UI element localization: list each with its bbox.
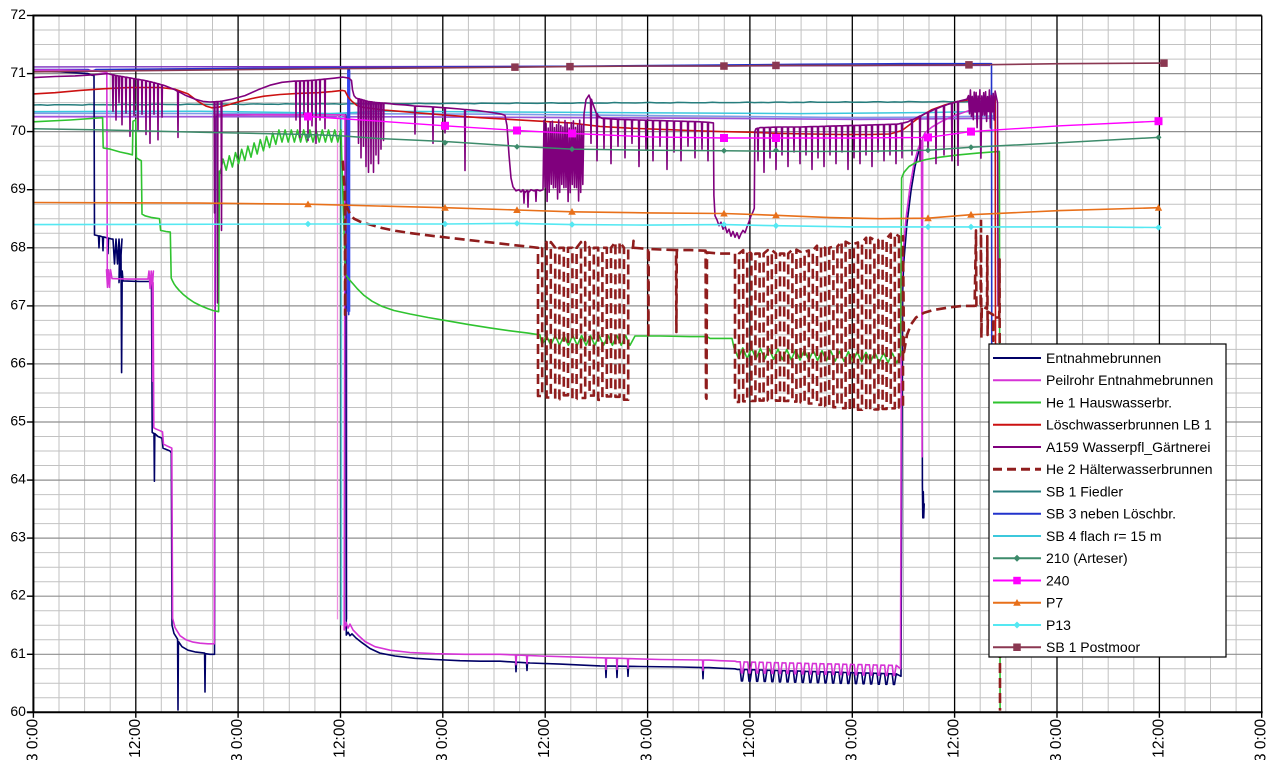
svg-text:210 (Arteser): 210 (Arteser) — [1046, 550, 1128, 566]
svg-text:65: 65 — [10, 413, 26, 429]
svg-text:A159 Wasserpfl_Gärtnerei: A159 Wasserpfl_Gärtnerei — [1046, 439, 1210, 455]
svg-text:68: 68 — [10, 238, 26, 254]
svg-text:28.07.03 0:00: 28.07.03 0:00 — [229, 718, 246, 760]
svg-text:72: 72 — [10, 6, 26, 22]
svg-text:28.07.03 0:00: 28.07.03 0:00 — [24, 718, 41, 760]
svg-text:71: 71 — [10, 64, 26, 80]
svg-text:62: 62 — [10, 587, 26, 603]
svg-text:70: 70 — [10, 122, 26, 138]
svg-text:28.07.03 0:00: 28.07.03 0:00 — [1253, 718, 1270, 760]
svg-text:63: 63 — [10, 529, 26, 545]
svg-text:He 2 Hälterwasserbrunnen: He 2 Hälterwasserbrunnen — [1046, 461, 1213, 477]
svg-text:SB 1 Fiedler: SB 1 Fiedler — [1046, 483, 1123, 499]
svg-text:66: 66 — [10, 354, 26, 370]
svg-text:67: 67 — [10, 296, 26, 312]
svg-text:12:00: 12:00 — [127, 718, 144, 757]
svg-text:P13: P13 — [1046, 617, 1071, 633]
svg-text:12:00: 12:00 — [536, 718, 553, 757]
svg-text:240: 240 — [1046, 572, 1070, 588]
svg-text:12:00: 12:00 — [946, 718, 963, 757]
svg-text:SB 3 neben Löschbr.: SB 3 neben Löschbr. — [1046, 506, 1176, 522]
svg-text:Peilrohr Entnahmebrunnen: Peilrohr Entnahmebrunnen — [1046, 372, 1213, 388]
svg-text:64: 64 — [10, 471, 26, 487]
svg-text:69: 69 — [10, 180, 26, 196]
svg-text:Löschwasserbrunnen LB 1: Löschwasserbrunnen LB 1 — [1046, 417, 1212, 433]
svg-text:Entnahmebrunnen: Entnahmebrunnen — [1046, 350, 1161, 366]
svg-text:60: 60 — [10, 703, 26, 719]
svg-text:28.07.03 0:00: 28.07.03 0:00 — [843, 718, 860, 760]
svg-text:12:00: 12:00 — [332, 718, 349, 757]
svg-text:P7: P7 — [1046, 595, 1063, 611]
svg-text:28.07.03 0:00: 28.07.03 0:00 — [1048, 718, 1065, 760]
svg-text:28.07.03 0:00: 28.07.03 0:00 — [434, 718, 451, 760]
svg-text:SB 1 Postmoor: SB 1 Postmoor — [1046, 639, 1140, 655]
svg-text:12:00: 12:00 — [1150, 718, 1167, 757]
svg-text:28.07.03 0:00: 28.07.03 0:00 — [639, 718, 656, 760]
svg-text:He 1 Hauswasserbr.: He 1 Hauswasserbr. — [1046, 394, 1172, 410]
svg-text:SB 4 flach r= 15 m: SB 4 flach r= 15 m — [1046, 528, 1162, 544]
svg-text:61: 61 — [10, 645, 26, 661]
svg-text:12:00: 12:00 — [741, 718, 758, 757]
